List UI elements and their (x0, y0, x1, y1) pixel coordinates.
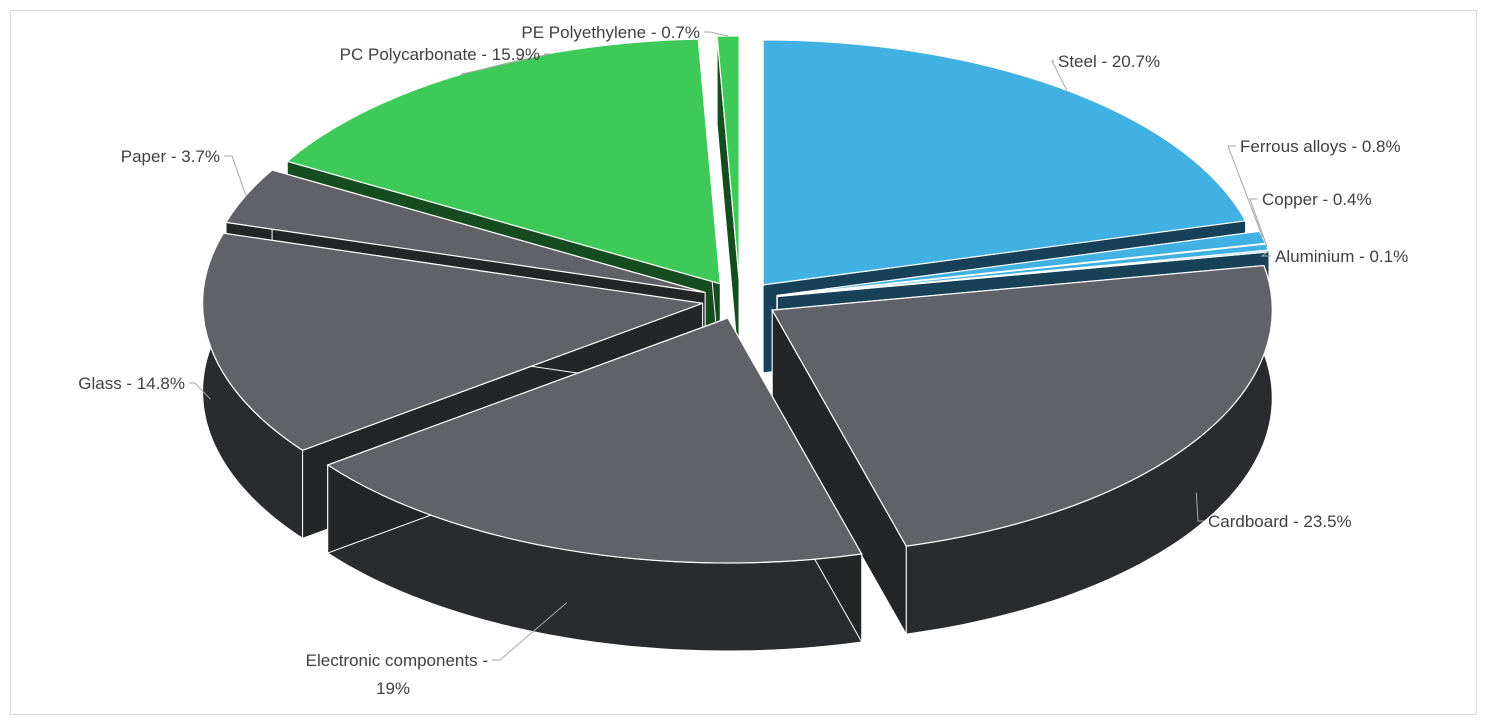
pie-tops (201, 35, 1273, 564)
slice-label: PC Polycarbonate - 15.9% (340, 45, 540, 64)
leader-line (224, 155, 247, 196)
pie-slice (771, 264, 1273, 547)
slice-label: Copper - 0.4% (1262, 190, 1372, 209)
slice-label: Aluminium - 0.1% (1275, 247, 1408, 266)
leader-line (1227, 145, 1264, 238)
pie-slice (225, 169, 706, 294)
slice-label: Cardboard - 23.5% (1208, 512, 1352, 531)
pie-slice (326, 317, 863, 564)
leader-lines (189, 31, 1271, 661)
pie-slice (777, 249, 1270, 298)
pie-slice (762, 39, 1247, 286)
pie-slice (201, 232, 703, 451)
pie-slice (716, 35, 740, 282)
leader-line (189, 382, 211, 400)
slice-label: Paper - 3.7% (121, 147, 220, 166)
leader-line (460, 53, 551, 75)
slice-labels: Steel - 20.7% Ferrous alloys - 0.8% Copper… (78, 23, 1408, 698)
leader-line (1249, 198, 1268, 248)
leader-line (704, 31, 729, 37)
leader-line (1260, 250, 1271, 257)
slice-label: Glass - 14.8% (78, 374, 185, 393)
slice-label: PE Polyethylene - 0.7% (521, 23, 700, 42)
slice-label: Steel - 20.7% (1058, 52, 1160, 71)
leader-line (1195, 492, 1204, 522)
slice-label: Ferrous alloys - 0.8% (1240, 137, 1401, 156)
leader-line (492, 602, 568, 661)
slice-label: Electronic components -19% (306, 651, 488, 698)
leader-line (1051, 60, 1068, 91)
